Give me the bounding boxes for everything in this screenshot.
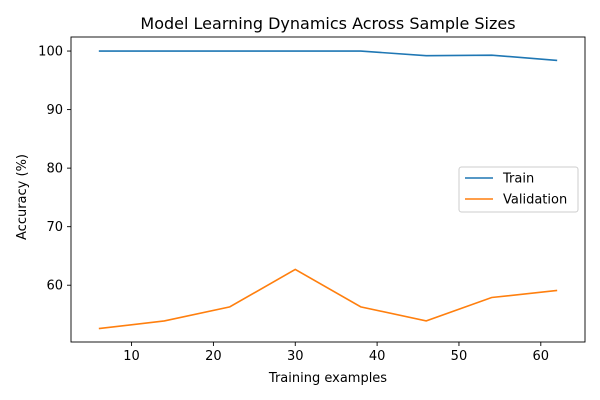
legend-label-train: Train	[502, 172, 534, 187]
y-axis-ticks: 60 70 80 90 100	[38, 45, 71, 294]
x-axis-ticks: 10 20 30 40 50 60	[123, 342, 549, 364]
legend-label-validation: Validation	[503, 193, 567, 208]
y-tick-label: 80	[46, 162, 63, 177]
x-tick-label: 50	[451, 349, 468, 364]
y-tick-label: 60	[46, 279, 63, 294]
plot-area	[70, 36, 586, 343]
x-tick-label: 30	[287, 349, 304, 364]
legend: Train Validation	[458, 166, 579, 213]
x-tick-label: 40	[369, 349, 386, 364]
y-tick-label: 90	[46, 103, 63, 118]
y-axis-label: Accuracy (%)	[15, 154, 30, 240]
x-axis-label: Training examples	[268, 371, 387, 386]
chart-title: Model Learning Dynamics Across Sample Si…	[140, 14, 515, 33]
series-line-train	[98, 50, 558, 62]
x-tick-label: 20	[205, 349, 222, 364]
x-tick-label: 60	[533, 349, 550, 364]
series-line-validation	[98, 268, 558, 330]
y-tick-label: 100	[38, 45, 63, 60]
plot-frame	[70, 36, 586, 343]
x-tick-label: 10	[123, 349, 140, 364]
y-tick-label: 70	[46, 220, 63, 235]
